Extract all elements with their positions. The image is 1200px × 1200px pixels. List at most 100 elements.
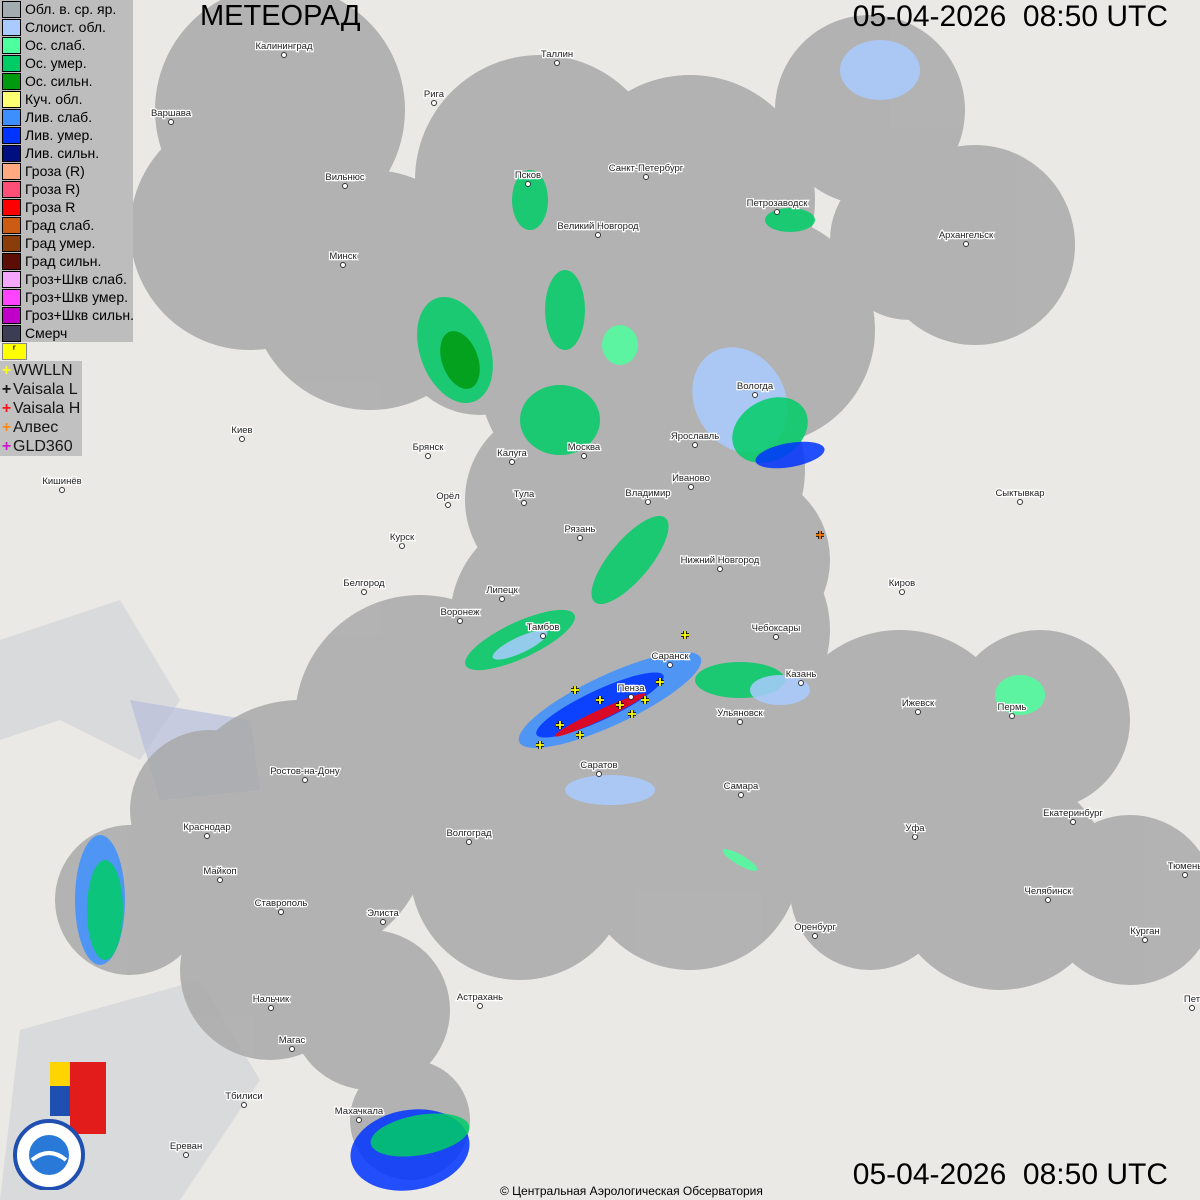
- city-label: Ульяновск: [717, 708, 763, 719]
- city-label: Тула: [514, 489, 535, 500]
- city: Псков: [514, 169, 542, 187]
- city-label: Брянск: [413, 442, 445, 453]
- city-label: Казань: [786, 669, 817, 680]
- city-dot: [356, 1117, 362, 1123]
- legend-swatch: [2, 162, 21, 180]
- legend-label: Гроза R: [25, 199, 76, 215]
- radar-circle: [830, 160, 990, 320]
- precip-echo: [755, 441, 825, 469]
- precip-echo: [87, 860, 123, 960]
- legend-swatch: [2, 324, 21, 342]
- city: Таллин: [540, 48, 574, 66]
- lightning-strike: [571, 686, 579, 694]
- lightning-strike: [576, 731, 584, 739]
- precip-echo: [520, 385, 600, 455]
- city: Краснодар: [182, 821, 232, 839]
- city-dot: [509, 459, 515, 465]
- city-dot: [540, 633, 546, 639]
- city-dot: [361, 589, 367, 595]
- lightning-cross-icon: +: [1, 361, 12, 379]
- city-label: Саранск: [652, 651, 690, 662]
- lightning-strike: [681, 631, 689, 639]
- precip-echo: [370, 1113, 470, 1157]
- city: Белгород: [342, 577, 386, 595]
- city-dot: [738, 792, 744, 798]
- legend-label: Град сильн.: [25, 253, 102, 269]
- radar-circle: [290, 930, 450, 1090]
- legend-item: Гроз+Шкв умер.: [0, 288, 133, 306]
- city-dot: [628, 694, 634, 700]
- lightning-legend-item: + Vaisala L: [0, 380, 82, 399]
- lightning-legend: + WWLLN + Vaisala L + Vaisala H + Алвес + GLD360: [0, 361, 82, 456]
- city-dot: [59, 487, 65, 493]
- city: Оренбург: [793, 921, 838, 939]
- city: Москва: [567, 441, 602, 459]
- city-dot: [774, 209, 780, 215]
- city: Петрозаводск: [745, 197, 809, 215]
- precip-echo: [765, 208, 815, 232]
- legend-label: Гроз+Шкв сильн.: [25, 307, 134, 323]
- city: Казань: [784, 668, 818, 686]
- legend-label: Гроз+Шкв слаб.: [25, 271, 127, 287]
- city-label: Таллин: [541, 49, 573, 60]
- city-dot: [278, 909, 284, 915]
- city: Чебоксары: [750, 622, 802, 640]
- legend-item: Град слаб.: [0, 216, 133, 234]
- city-label: Екатеринбург: [1043, 808, 1103, 819]
- legend-item: Град умер.: [0, 234, 133, 252]
- city: Пенза: [616, 682, 646, 700]
- flag-icon[interactable]: ⸢: [2, 343, 27, 360]
- city-dot: [1189, 1005, 1195, 1011]
- city-label: Нальчик: [253, 994, 290, 1005]
- legend-label: Ос. сильн.: [25, 73, 93, 89]
- city: Пермь: [996, 701, 1028, 719]
- precip-echo: [565, 775, 655, 805]
- city-dot: [595, 232, 601, 238]
- city-label: Рязань: [564, 524, 595, 535]
- city-label: Ставрополь: [255, 898, 308, 909]
- legend-item: Слоист. обл.: [0, 18, 133, 36]
- city: Волгоград: [445, 827, 493, 845]
- legend-swatch: [2, 216, 21, 234]
- city: Киров: [888, 577, 916, 595]
- legend-swatch: [2, 252, 21, 270]
- legend-item: Ос. умер.: [0, 54, 133, 72]
- city: Кишинёв: [41, 475, 83, 493]
- lightning-strike: [628, 710, 636, 718]
- city: Владимир: [624, 487, 672, 505]
- legend-label: Слоист. обл.: [25, 19, 106, 35]
- legend: Обл. в. ср. яр. Слоист. обл. Ос. слаб. Ос. …: [0, 0, 134, 342]
- city: Элиста: [366, 907, 401, 925]
- city-dot: [1070, 819, 1076, 825]
- lightning-legend-item: + WWLLN: [0, 361, 82, 380]
- lightning-strike: [816, 531, 824, 539]
- city-dot: [268, 1005, 274, 1011]
- city-label: Оренбург: [794, 922, 836, 933]
- lightning-strike: [596, 696, 604, 704]
- city-dot: [399, 543, 405, 549]
- city-label: Нижний Новгород: [681, 555, 760, 566]
- city-label: Астрахань: [457, 992, 503, 1003]
- city-label: Сыктывкар: [995, 488, 1044, 499]
- city-dot: [521, 500, 527, 506]
- city-label: Великий Новгород: [557, 221, 639, 232]
- lightning-cross-icon: +: [1, 399, 12, 417]
- legend-swatch: [2, 180, 21, 198]
- legend-swatch: [2, 288, 21, 306]
- city: Калуга: [496, 447, 529, 465]
- city-label: Кишинёв: [42, 476, 81, 487]
- legend-item: Ос. слаб.: [0, 36, 133, 54]
- city-label: Тбилиси: [225, 1091, 262, 1102]
- precip-echo: [840, 40, 920, 100]
- city: Воронеж: [439, 606, 481, 624]
- city: Ярославль: [670, 430, 720, 448]
- legend-item: Гроз+Шкв слаб.: [0, 270, 133, 288]
- lightning-cross-icon: +: [1, 437, 12, 455]
- city: Вильнюс: [324, 171, 366, 189]
- city: Астрахань: [456, 991, 504, 1009]
- city-label: Воронеж: [441, 607, 481, 618]
- city-label: Чебоксары: [752, 623, 801, 634]
- precip-echo: [545, 270, 585, 350]
- city-label: Архангельск: [939, 230, 994, 241]
